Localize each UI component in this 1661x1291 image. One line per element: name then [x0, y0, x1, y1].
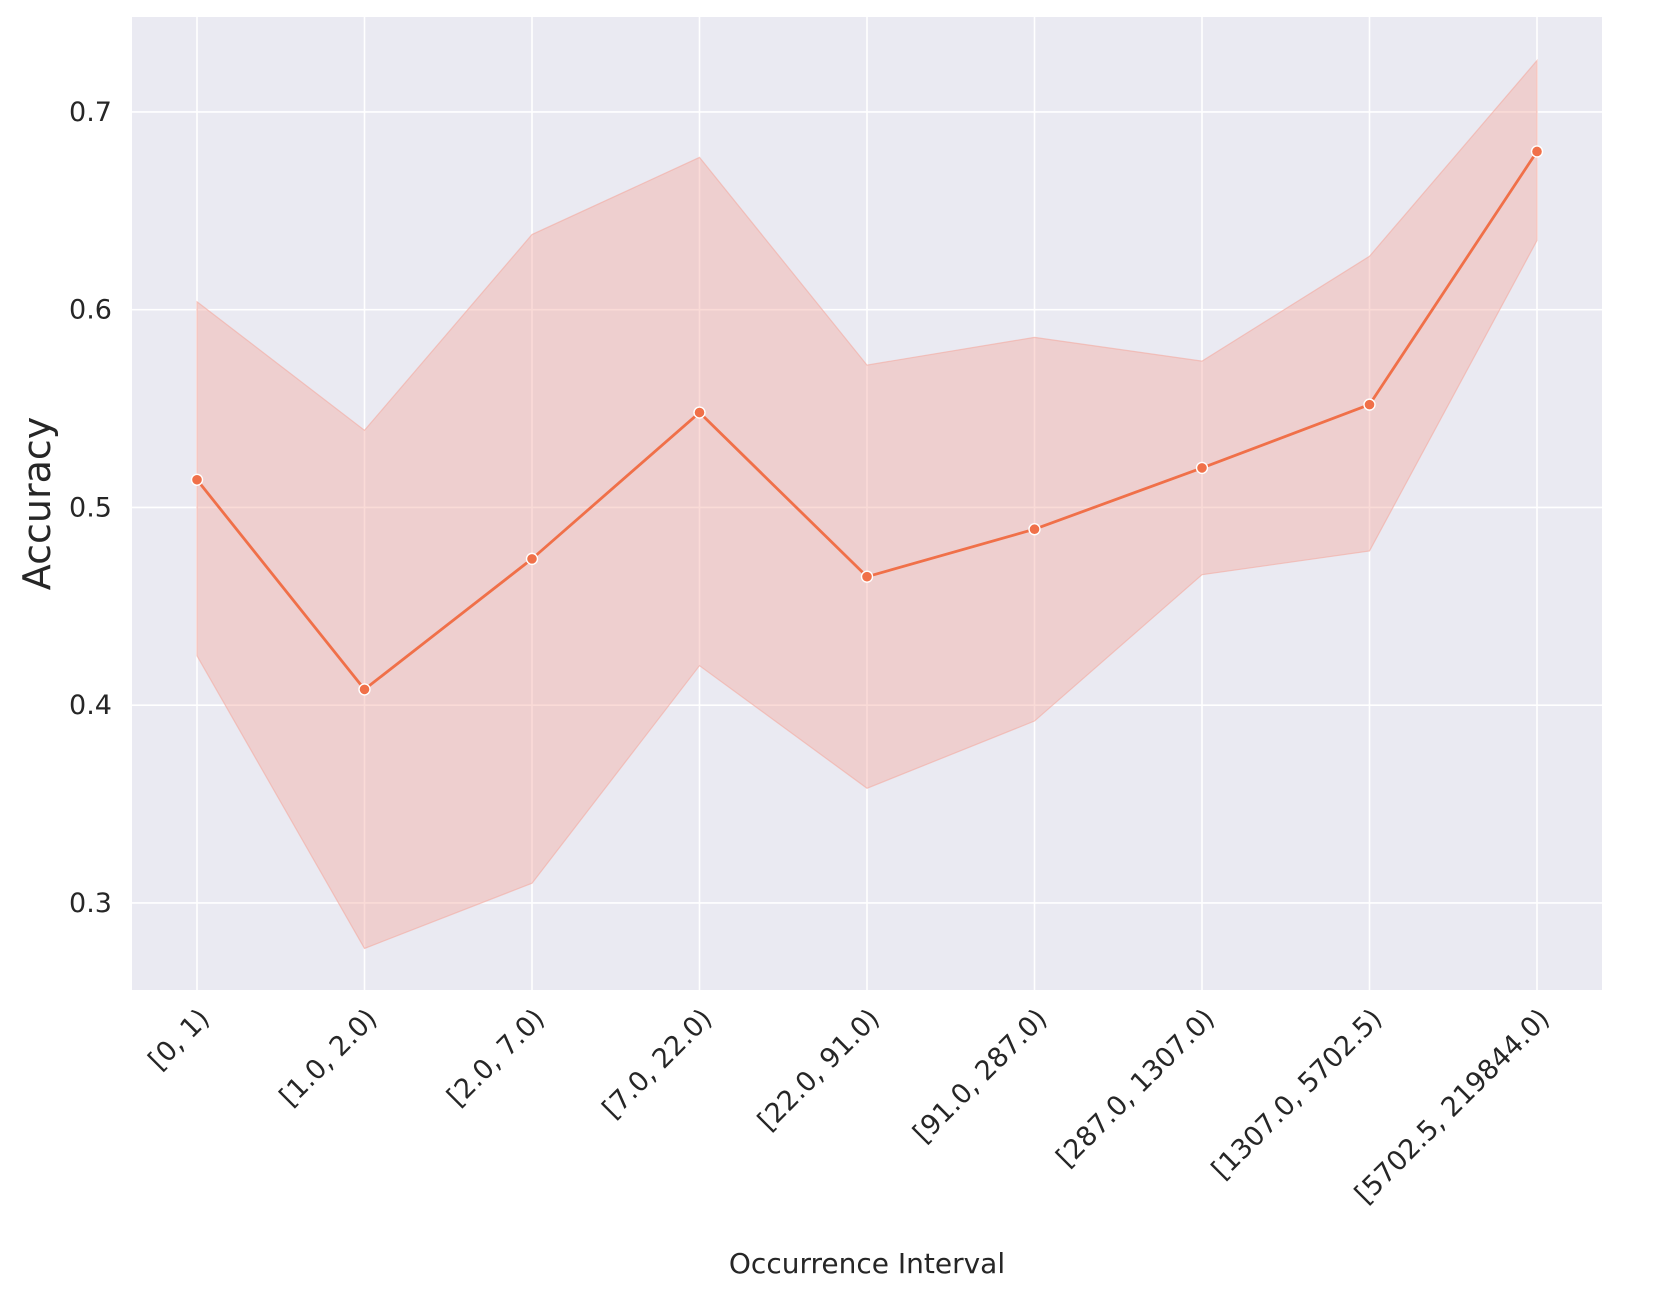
x-axis-title: Occurrence Interval [729, 1247, 1005, 1280]
y-tick-label-2: 0.5 [69, 492, 112, 523]
y-tick-labels: 0.3 0.4 0.5 0.6 0.7 [69, 97, 112, 919]
y-tick-label-1: 0.4 [69, 690, 112, 721]
x-tick-label-2: [2.0, 7.0) [441, 1003, 551, 1113]
x-tick-label-8: [5702.5, 219844.0) [1349, 1003, 1556, 1210]
x-tick-label-5: [91.0, 287.0) [907, 1003, 1053, 1149]
data-point-3 [693, 406, 706, 419]
x-tick-label-0: [0, 1) [143, 1003, 216, 1076]
y-tick-label-0: 0.3 [69, 888, 112, 919]
data-point-layer [190, 145, 1544, 696]
x-tick-label-1: [1.0, 2.0) [274, 1003, 384, 1113]
confidence-band-layer [196, 58, 1538, 950]
y-tick-label-3: 0.6 [69, 295, 112, 326]
data-point-5 [1028, 523, 1041, 536]
y-axis-title: Accuracy [15, 417, 59, 591]
data-point-8 [1530, 145, 1544, 158]
x-tick-label-6: [287.0, 1307.0) [1051, 1003, 1221, 1173]
data-point-2 [525, 552, 539, 566]
confidence-band [196, 58, 1538, 950]
data-point-6 [1195, 461, 1209, 475]
data-point-4 [860, 570, 874, 583]
x-tick-label-7: [1307.0, 5702.5) [1206, 1003, 1389, 1186]
x-tick-label-3: [7.0, 22.0) [597, 1003, 719, 1125]
data-point-7 [1363, 398, 1376, 411]
grid-lines [132, 17, 1602, 990]
data-point-1 [358, 683, 371, 696]
y-tick-label-4: 0.7 [69, 97, 112, 128]
data-point-0 [190, 473, 204, 486]
x-tick-label-4: [22.0, 91.0) [752, 1003, 886, 1137]
x-tick-labels: [0, 1) [1.0, 2.0) [2.0, 7.0) [7.0, 22.0) [22… [143, 1003, 1556, 1210]
